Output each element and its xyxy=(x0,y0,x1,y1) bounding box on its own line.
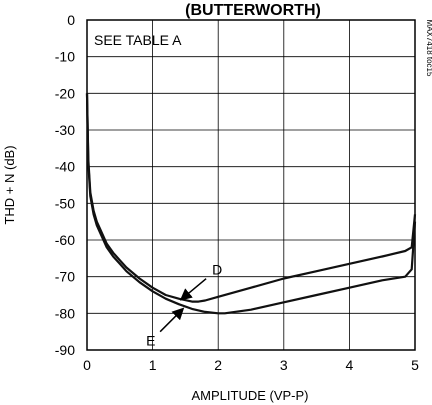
series-line-E xyxy=(85,93,417,315)
y-tick-label: 0 xyxy=(67,12,75,28)
y-tick-label: -40 xyxy=(55,159,75,175)
figure-id-label: MAX7418 toc15 xyxy=(425,20,432,77)
series-lines xyxy=(85,93,417,315)
annotation-label-E: E xyxy=(146,333,155,349)
y-tick-label: -90 xyxy=(55,342,75,358)
x-tick-label: 4 xyxy=(346,357,354,373)
annotation-label-D: D xyxy=(212,262,222,278)
y-tick-label: -20 xyxy=(55,85,75,101)
plot-frame xyxy=(86,19,416,351)
x-tick-label: 3 xyxy=(280,357,288,373)
chart-title: (BUTTERWORTH) xyxy=(185,2,321,19)
annotation-arrow-D xyxy=(179,278,207,301)
y-axis-title: THD + N (dB) xyxy=(2,145,17,224)
x-axis-title: AMPLITUDE (VP-P) xyxy=(191,388,308,403)
x-tick-label: 5 xyxy=(411,357,419,373)
x-tick-label: 0 xyxy=(83,357,91,373)
x-tick-label: 2 xyxy=(214,357,222,373)
y-tick-label: -10 xyxy=(55,49,75,65)
y-tick-label: -80 xyxy=(55,305,75,321)
series-line-D xyxy=(85,93,417,303)
y-tick-label: -70 xyxy=(55,269,75,285)
annotation-arrow-E xyxy=(159,307,185,333)
y-tick-label: -30 xyxy=(55,122,75,138)
grid-lines xyxy=(87,20,415,350)
y-tick-label: -60 xyxy=(55,232,75,248)
axis-ticks: 0 1 2 3 4 5 0 -10 -20 -30 -40 -50 -60 -70 -80 -90 xyxy=(55,12,419,373)
legend-note: SEE TABLE A xyxy=(94,32,182,48)
annotations: DE xyxy=(146,262,222,349)
x-tick-label: 1 xyxy=(149,357,157,373)
y-tick-label: -50 xyxy=(55,195,75,211)
